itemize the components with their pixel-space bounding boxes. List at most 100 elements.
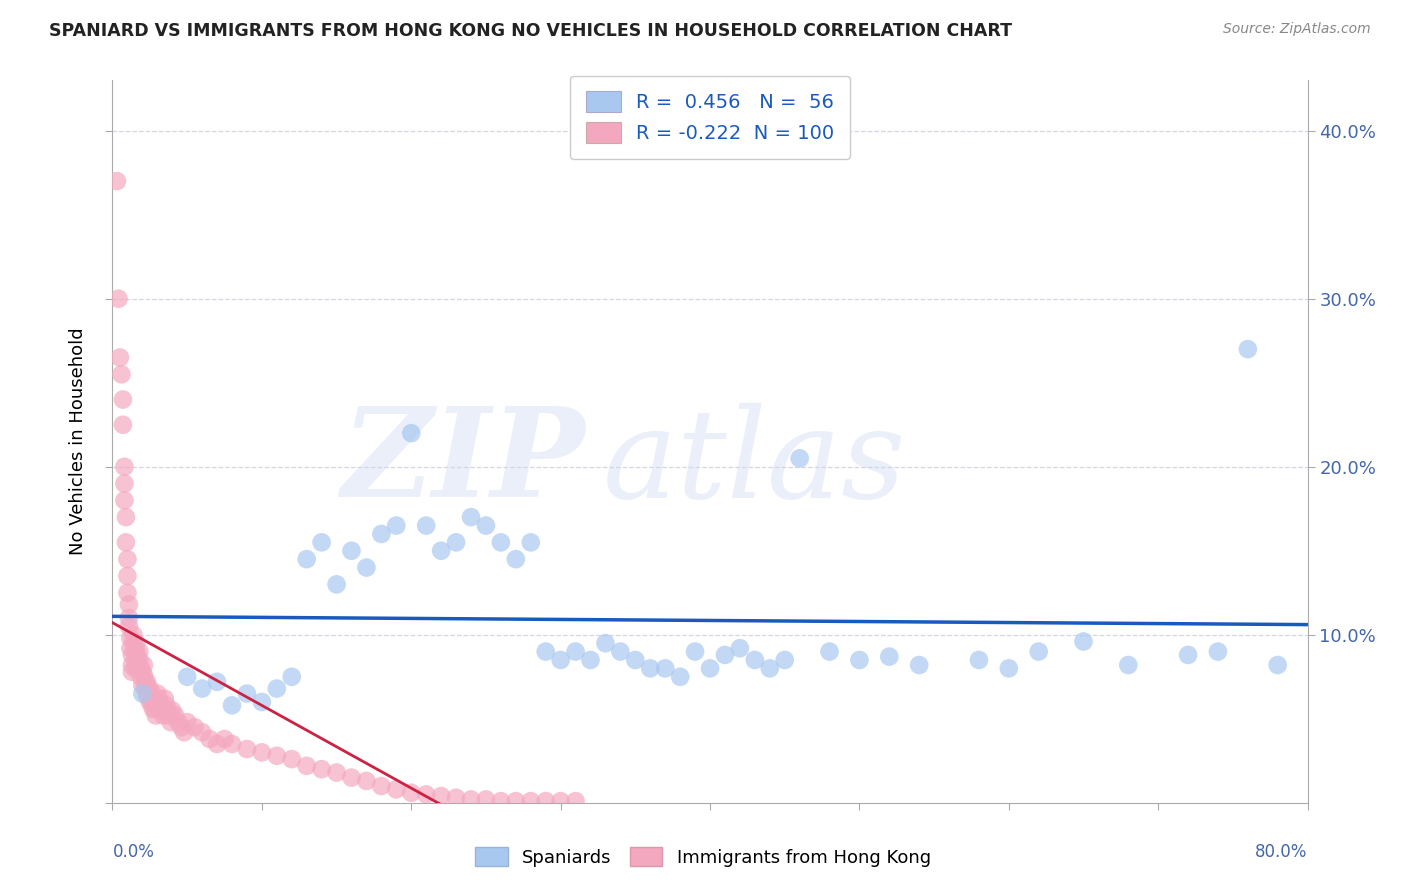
Point: [311, 762, 333, 776]
Point: [564, 644, 586, 658]
Point: [143, 695, 166, 709]
Point: [139, 695, 162, 709]
Point: [167, 715, 190, 730]
Legend: R =  0.456   N =  56, R = -0.222  N = 100: R = 0.456 N = 56, R = -0.222 N = 100: [571, 76, 849, 159]
Point: [117, 586, 139, 600]
Point: [683, 644, 706, 658]
Point: [149, 698, 172, 713]
Point: [122, 628, 145, 642]
Text: 0.0%: 0.0%: [112, 843, 155, 861]
Point: [236, 742, 259, 756]
Point: [124, 661, 146, 675]
Point: [489, 535, 512, 549]
Point: [340, 771, 363, 785]
Point: [356, 560, 378, 574]
Point: [848, 653, 870, 667]
Text: atlas: atlas: [603, 402, 905, 524]
Point: [728, 641, 751, 656]
Point: [105, 174, 128, 188]
Point: [132, 658, 155, 673]
Text: 80.0%: 80.0%: [1256, 843, 1308, 861]
Point: [401, 786, 423, 800]
Point: [205, 674, 228, 689]
Point: [534, 644, 557, 658]
Point: [114, 459, 135, 474]
Point: [998, 661, 1021, 675]
Point: [236, 687, 259, 701]
Point: [489, 794, 512, 808]
Point: [595, 636, 617, 650]
Point: [444, 790, 467, 805]
Point: [131, 678, 153, 692]
Point: [505, 552, 527, 566]
Point: [124, 644, 146, 658]
Point: [325, 577, 347, 591]
Point: [415, 518, 437, 533]
Point: [145, 708, 167, 723]
Point: [311, 535, 333, 549]
Point: [122, 636, 145, 650]
Point: [669, 670, 692, 684]
Point: [148, 691, 170, 706]
Y-axis label: No Vehicles in Household: No Vehicles in Household: [69, 327, 87, 556]
Point: [131, 665, 153, 679]
Point: [115, 510, 138, 524]
Point: [1206, 644, 1229, 658]
Point: [654, 661, 676, 675]
Point: [1237, 342, 1260, 356]
Point: [550, 653, 572, 667]
Point: [579, 653, 602, 667]
Text: ZIP: ZIP: [340, 402, 585, 524]
Point: [370, 779, 392, 793]
Point: [155, 698, 177, 713]
Point: [789, 451, 811, 466]
Point: [444, 535, 467, 549]
Point: [221, 737, 243, 751]
Point: [250, 695, 273, 709]
Point: [460, 792, 482, 806]
Point: [176, 670, 198, 684]
Point: [460, 510, 482, 524]
Point: [108, 351, 131, 365]
Point: [714, 648, 737, 662]
Point: [385, 518, 408, 533]
Point: [128, 644, 150, 658]
Text: SPANIARD VS IMMIGRANTS FROM HONG KONG NO VEHICLES IN HOUSEHOLD CORRELATION CHART: SPANIARD VS IMMIGRANTS FROM HONG KONG NO…: [49, 22, 1012, 40]
Point: [114, 493, 135, 508]
Point: [295, 552, 318, 566]
Point: [121, 648, 143, 662]
Point: [145, 698, 167, 713]
Point: [138, 681, 160, 696]
Point: [141, 688, 163, 702]
Point: [120, 631, 142, 645]
Point: [143, 702, 166, 716]
Point: [138, 688, 160, 702]
Point: [118, 598, 141, 612]
Point: [132, 668, 155, 682]
Point: [356, 774, 378, 789]
Point: [1073, 634, 1095, 648]
Point: [111, 392, 134, 407]
Point: [165, 708, 187, 723]
Point: [266, 748, 288, 763]
Point: [1177, 648, 1199, 662]
Point: [118, 619, 141, 633]
Point: [699, 661, 721, 675]
Point: [142, 702, 165, 716]
Point: [759, 661, 782, 675]
Point: [124, 653, 146, 667]
Point: [157, 708, 180, 723]
Point: [818, 644, 841, 658]
Point: [1118, 658, 1140, 673]
Point: [121, 658, 143, 673]
Point: [214, 731, 236, 746]
Point: [534, 794, 557, 808]
Point: [135, 688, 157, 702]
Point: [415, 788, 437, 802]
Point: [183, 720, 205, 734]
Point: [191, 725, 214, 739]
Point: [340, 543, 363, 558]
Point: [152, 708, 174, 723]
Point: [325, 765, 347, 780]
Point: [430, 789, 453, 803]
